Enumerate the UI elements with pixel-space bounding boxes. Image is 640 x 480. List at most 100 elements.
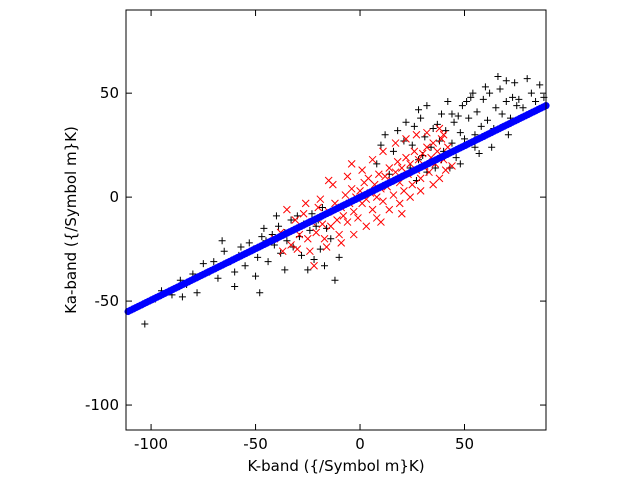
data-point <box>377 218 385 226</box>
data-point <box>469 89 477 97</box>
data-point <box>406 193 415 201</box>
data-point <box>306 247 314 256</box>
data-point <box>502 77 510 85</box>
data-point <box>341 191 350 199</box>
data-point <box>343 172 352 181</box>
data-point <box>312 228 321 237</box>
data-point <box>283 237 291 245</box>
data-point <box>532 97 540 105</box>
data-point <box>281 266 289 274</box>
data-point <box>429 139 438 147</box>
data-point <box>358 166 366 174</box>
data-point <box>437 135 446 143</box>
data-point <box>473 108 481 116</box>
data-point <box>337 239 346 247</box>
data-point <box>214 274 222 282</box>
data-point <box>218 237 226 245</box>
data-point <box>456 160 464 168</box>
data-point <box>417 114 425 122</box>
data-point <box>465 114 473 122</box>
data-point <box>523 75 531 83</box>
series-2 <box>124 102 550 316</box>
data-point <box>456 129 464 137</box>
data-point <box>402 118 410 126</box>
data-point <box>318 220 327 229</box>
data-point <box>502 97 510 105</box>
data-point <box>335 253 343 261</box>
data-point <box>252 272 260 280</box>
data-point <box>377 141 385 149</box>
data-point <box>414 155 423 164</box>
data-point <box>272 212 280 220</box>
y-tick-label: -50 <box>95 292 120 310</box>
data-point <box>275 222 283 230</box>
data-point <box>441 166 450 174</box>
series-0 <box>141 73 548 328</box>
data-point <box>412 130 421 139</box>
data-point <box>475 149 483 157</box>
data-point <box>444 97 452 105</box>
data-point <box>368 205 377 214</box>
data-point <box>425 168 433 177</box>
data-point <box>423 102 431 110</box>
data-point <box>515 95 523 103</box>
data-point <box>467 93 475 101</box>
data-point <box>486 89 494 97</box>
data-marks <box>124 73 550 328</box>
data-point <box>245 239 253 247</box>
data-point <box>220 247 228 255</box>
data-point <box>408 141 416 149</box>
data-point <box>349 230 358 239</box>
data-point <box>310 256 318 264</box>
data-point <box>479 95 487 103</box>
data-point <box>306 226 314 234</box>
data-point <box>193 289 201 297</box>
data-point <box>385 164 394 172</box>
x-tick-label: 0 <box>355 435 365 453</box>
data-point <box>448 139 456 147</box>
data-point <box>322 243 331 251</box>
data-point <box>293 245 302 253</box>
data-point <box>339 211 348 220</box>
data-point <box>372 193 381 201</box>
data-point <box>488 143 496 151</box>
data-point <box>335 230 343 239</box>
data-point <box>504 131 512 139</box>
plot-frame <box>125 9 547 431</box>
data-point <box>416 174 425 183</box>
data-point <box>471 143 479 151</box>
data-point <box>435 174 444 183</box>
data-point <box>301 199 310 208</box>
data-point <box>448 162 456 170</box>
x-tick-label: -50 <box>243 435 268 453</box>
data-point <box>331 276 339 284</box>
data-point <box>385 205 394 214</box>
data-point <box>287 241 295 249</box>
data-point <box>423 143 431 152</box>
data-point <box>483 116 491 124</box>
data-point <box>494 73 502 81</box>
data-point <box>381 131 389 139</box>
data-point <box>439 130 448 139</box>
data-point <box>258 233 266 241</box>
data-point <box>314 203 323 212</box>
data-point <box>477 122 485 130</box>
data-point <box>397 209 406 218</box>
data-point <box>416 187 425 195</box>
plot-area <box>124 9 550 431</box>
data-point <box>410 122 418 130</box>
data-point <box>394 127 402 135</box>
data-point <box>519 104 527 112</box>
data-point <box>327 235 335 243</box>
data-point <box>458 102 466 110</box>
data-point <box>496 85 504 93</box>
data-point <box>415 106 423 114</box>
data-point <box>199 260 207 268</box>
y-tick-label: -100 <box>85 396 119 414</box>
data-point <box>408 180 417 189</box>
data-point <box>452 154 460 162</box>
data-point <box>299 209 308 218</box>
data-point <box>354 214 362 222</box>
data-point <box>429 180 438 189</box>
data-point <box>410 147 419 156</box>
